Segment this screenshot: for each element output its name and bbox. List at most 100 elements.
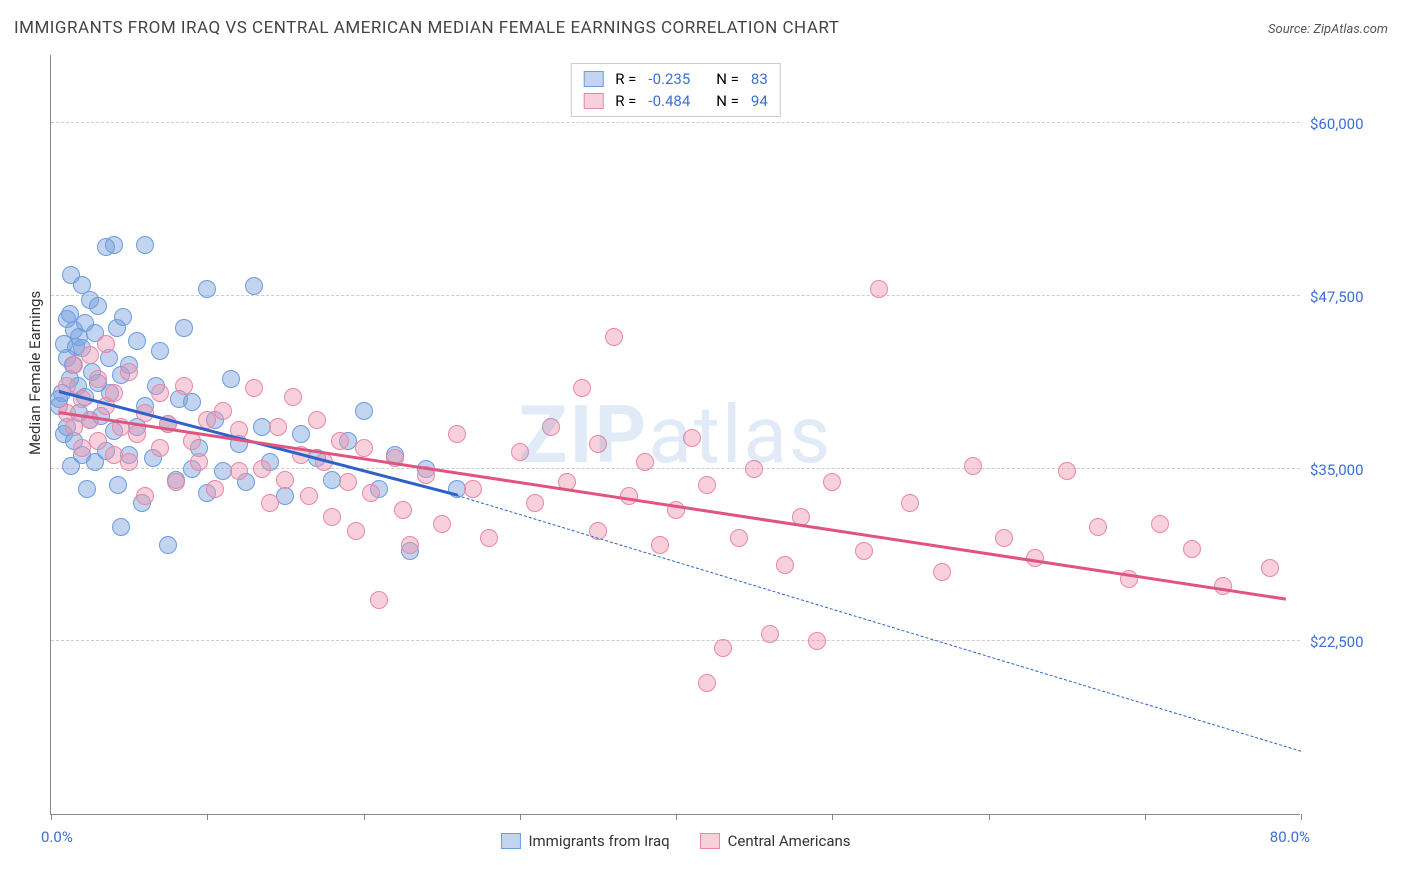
scatter-point-iraq [245,277,263,295]
scatter-point-central [151,384,169,402]
scatter-point-central [1261,559,1279,577]
scatter-point-central [526,494,544,512]
scatter-point-central [105,384,123,402]
gridline [51,640,1300,641]
x-axis-max-label: 80.0% [1270,828,1310,846]
scatter-point-central [89,432,107,450]
scatter-point-central [511,443,529,461]
scatter-point-iraq [109,476,127,494]
x-tick [1145,814,1146,820]
scatter-point-central [81,346,99,364]
scatter-point-iraq [175,319,193,337]
x-tick [832,814,833,820]
scatter-point-iraq [112,518,130,536]
scatter-point-central [1151,515,1169,533]
trend-line-central [59,411,1286,600]
scatter-point-central [808,632,826,650]
legend-n-label: N = [716,92,739,110]
legend-n-value: 83 [751,70,768,88]
scatter-point-central [464,480,482,498]
scatter-point-central [89,370,107,388]
scatter-point-central [347,522,365,540]
scatter-point-central [120,363,138,381]
scatter-point-central [745,460,763,478]
scatter-point-iraq [292,425,310,443]
scatter-point-central [206,480,224,498]
scatter-point-central [128,425,146,443]
legend-swatch-icon [583,93,603,109]
scatter-point-central [698,674,716,692]
legend-item-central: Central Americans [700,832,851,850]
gridline [51,122,1300,123]
x-tick [989,814,990,820]
scatter-point-iraq [151,342,169,360]
scatter-point-central [167,473,185,491]
scatter-point-central [964,457,982,475]
scatter-point-iraq [222,370,240,388]
legend-swatch-icon [583,71,603,87]
x-tick [207,814,208,820]
scatter-point-iraq [78,480,96,498]
scatter-point-central [120,453,138,471]
x-tick [520,814,521,820]
scatter-point-central [480,529,498,547]
scatter-point-central [542,418,560,436]
scatter-point-iraq [198,280,216,298]
scatter-point-central [245,379,263,397]
scatter-point-iraq [128,332,146,350]
scatter-point-central [370,591,388,609]
scatter-point-central [97,335,115,353]
scatter-point-central [933,563,951,581]
scatter-point-central [776,556,794,574]
scatter-point-central [355,439,373,457]
scatter-point-central [362,484,380,502]
scatter-point-iraq [159,536,177,554]
x-tick [51,814,52,820]
scatter-point-central [698,476,716,494]
scatter-point-central [308,411,326,429]
scatter-point-central [175,377,193,395]
scatter-point-central [855,542,873,560]
y-tick-label: $35,000 [1310,461,1395,479]
legend-series-label: Central Americans [728,832,851,850]
scatter-point-iraq [89,297,107,315]
scatter-point-central [1058,462,1076,480]
scatter-point-central [269,418,287,436]
scatter-point-central [394,501,412,519]
scatter-point-central [714,639,732,657]
chart-plot-area: ZIPatlas R =-0.235N =83R =-0.484N =94 Im… [50,55,1300,815]
x-tick [1301,814,1302,820]
scatter-point-iraq [276,487,294,505]
scatter-point-central [331,432,349,450]
scatter-point-central [1214,577,1232,595]
scatter-point-central [901,494,919,512]
legend-row-iraq: R =-0.235N =83 [583,68,768,90]
scatter-point-central [433,515,451,533]
scatter-point-central [276,471,294,489]
trend-line-iraq-ext [457,495,1301,752]
legend-row-central: R =-0.484N =94 [583,90,768,112]
x-tick [364,814,365,820]
legend-swatch-icon [700,833,720,849]
scatter-point-central [605,328,623,346]
legend-r-label: R = [615,70,636,88]
scatter-point-central [995,529,1013,547]
scatter-point-iraq [105,236,123,254]
scatter-point-central [261,494,279,512]
legend-n-value: 94 [751,92,768,110]
legend-item-iraq: Immigrants from Iraq [500,832,669,850]
scatter-point-central [651,536,669,554]
scatter-point-iraq [183,393,201,411]
y-tick-label: $60,000 [1310,115,1395,133]
scatter-point-central [730,529,748,547]
legend-r-label: R = [615,92,636,110]
legend-swatch-icon [500,833,520,849]
scatter-point-central [339,473,357,491]
y-tick-label: $47,500 [1310,288,1395,306]
scatter-point-central [1183,540,1201,558]
scatter-point-central [573,379,591,397]
y-tick-label: $22,500 [1310,633,1395,651]
x-axis-min-label: 0.0% [41,828,73,846]
scatter-point-central [300,487,318,505]
scatter-point-central [448,425,466,443]
